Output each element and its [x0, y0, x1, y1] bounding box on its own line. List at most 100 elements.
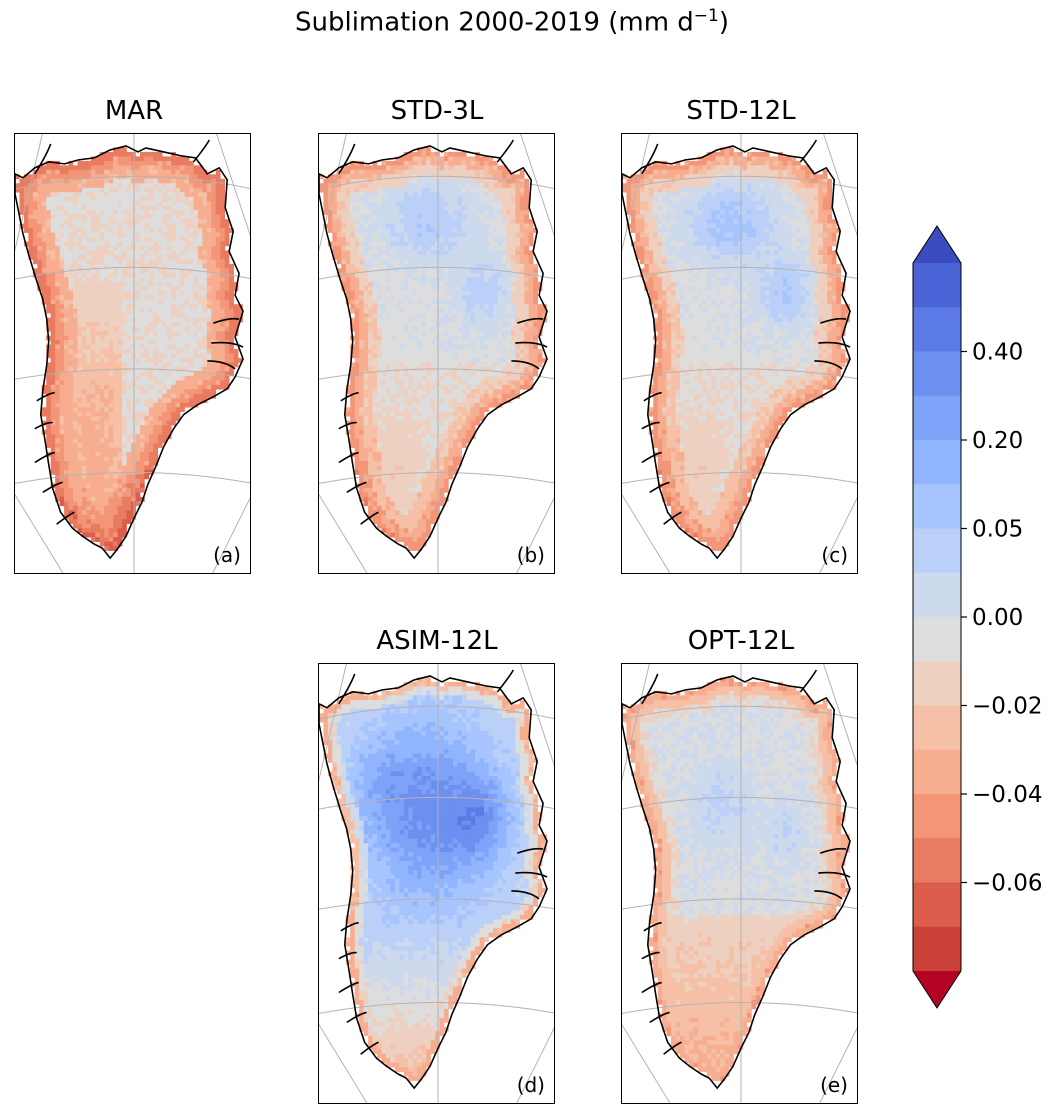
grid-cell — [73, 452, 78, 457]
grid-cell — [175, 313, 181, 318]
grid-cell — [95, 353, 101, 359]
grid-cell — [131, 317, 136, 323]
grid-cell — [46, 263, 51, 269]
grid-cell — [381, 178, 387, 184]
grid-cell — [506, 277, 512, 283]
grid-cell — [153, 169, 159, 175]
grid-cell — [484, 268, 489, 274]
grid-cell — [50, 313, 56, 318]
grid-cell — [417, 263, 422, 269]
grid-cell — [220, 380, 226, 386]
grid-cell — [515, 210, 521, 215]
grid-cell — [108, 510, 114, 516]
grid-cell — [323, 183, 329, 189]
grid-cell — [41, 196, 47, 202]
grid-cell — [206, 380, 212, 386]
grid-cell — [524, 295, 530, 301]
grid-cell — [50, 456, 56, 462]
grid-cell — [95, 326, 101, 332]
grid-cell — [81, 456, 87, 462]
grid-cell — [175, 192, 181, 198]
grid-cell — [81, 496, 87, 502]
grid-cell — [421, 290, 427, 296]
grid-cell — [117, 411, 123, 417]
grid-cell — [117, 308, 123, 314]
grid-cell — [501, 313, 507, 318]
grid-cell — [99, 537, 105, 542]
grid-cell — [95, 514, 101, 520]
grid-cell — [345, 263, 351, 269]
grid-cell — [99, 483, 105, 489]
grid-cell — [73, 344, 78, 350]
grid-cell — [113, 541, 118, 547]
grid-cell — [153, 425, 159, 430]
grid-cell — [148, 461, 154, 466]
grid-cell — [417, 147, 422, 153]
grid-cell — [175, 263, 181, 269]
grid-cell — [390, 272, 396, 278]
grid-cell — [99, 487, 105, 493]
grid-cell — [189, 375, 194, 381]
grid-cell — [59, 187, 65, 193]
grid-cell — [86, 447, 92, 453]
grid-cell — [377, 349, 382, 354]
grid-cell — [73, 456, 78, 462]
grid-cell — [403, 245, 409, 251]
grid-cell — [189, 196, 194, 202]
grid-cell — [202, 192, 208, 198]
grid-cell — [497, 286, 503, 292]
grid-cell — [345, 232, 351, 238]
grid-cell — [497, 178, 503, 184]
grid-cell — [175, 174, 181, 180]
grid-cell — [470, 344, 476, 350]
grid-cell — [139, 228, 145, 233]
grid-cell — [135, 214, 141, 220]
grid-cell — [452, 151, 458, 157]
grid-cell — [412, 232, 418, 238]
grid-cell — [117, 487, 123, 493]
grid-cell — [50, 416, 56, 421]
grid-cell — [99, 223, 105, 229]
grid-cell — [417, 232, 422, 238]
grid-cell — [148, 228, 154, 233]
grid-cell — [184, 317, 190, 323]
grid-cell — [488, 237, 494, 242]
grid-cell — [537, 304, 543, 310]
grid-cell — [533, 340, 538, 345]
grid-cell — [515, 326, 521, 332]
grid-cell — [341, 214, 347, 220]
grid-cell — [408, 165, 413, 171]
grid-cell — [135, 290, 141, 296]
grid-cell — [368, 196, 373, 202]
grid-cell — [461, 259, 467, 265]
grid-cell — [399, 223, 405, 229]
grid-cell — [430, 219, 436, 224]
grid-cell — [470, 304, 476, 310]
grid-cell — [197, 250, 203, 256]
grid-cell — [363, 245, 369, 251]
grid-cell — [475, 263, 480, 269]
grid-cell — [184, 160, 190, 166]
grid-cell — [99, 245, 105, 251]
grid-cell — [135, 210, 141, 215]
grid-cell — [64, 192, 69, 198]
grid-cell — [157, 192, 163, 198]
grid-cell — [59, 232, 65, 238]
grid-cell — [148, 290, 154, 296]
grid-cell — [104, 169, 109, 175]
grid-cell — [421, 241, 427, 247]
grid-cell — [64, 308, 69, 314]
grid-cell — [403, 304, 409, 310]
grid-cell — [515, 187, 521, 193]
grid-cell — [519, 228, 525, 233]
grid-cell — [515, 317, 521, 323]
grid-cell — [497, 263, 503, 269]
grid-cell — [515, 259, 521, 265]
grid-cell — [323, 187, 329, 193]
grid-cell — [153, 245, 159, 251]
grid-cell — [64, 228, 69, 233]
grid-cell — [354, 295, 360, 301]
grid-cell — [399, 295, 405, 301]
grid-cell — [64, 362, 69, 368]
grid-cell — [372, 205, 378, 211]
